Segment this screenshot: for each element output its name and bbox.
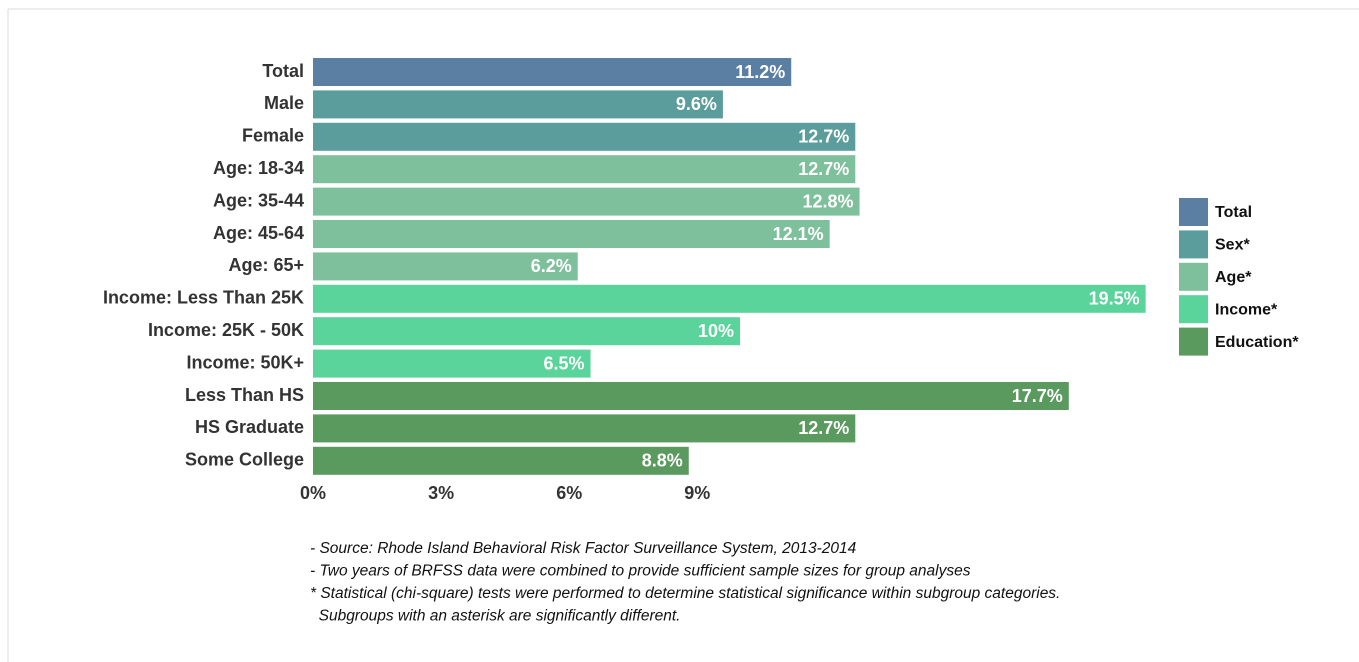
y-tick-label: Age: 45-64 [213,223,304,243]
data-label: 12.1% [773,224,824,244]
y-tick-label: HS Graduate [195,417,304,437]
y-tick-label: Some College [185,450,304,470]
legend-label: Income* [1215,301,1278,318]
note: Subgroups with an asterisk are significa… [310,608,680,625]
y-tick-label: Age: 65+ [228,255,304,275]
legend-label: Total [1215,204,1252,221]
bar [313,446,689,475]
legend-swatch [1179,230,1208,259]
bar [313,414,856,443]
data-label: 8.8% [642,451,683,471]
legend-swatch [1179,198,1208,226]
y-tick-label: Less Than HS [185,385,304,405]
note: - Two years of BRFSS data were combined … [310,563,971,580]
y-tick-label: Female [242,126,304,146]
data-label: 17.7% [1012,386,1063,406]
bar [313,252,578,281]
legend-swatch [1179,295,1208,324]
note: - Source: Rhode Island Behavioral Risk F… [310,540,857,557]
data-label: 10% [698,321,734,341]
legend-swatch [1179,262,1208,291]
bar [313,382,1069,410]
bar [313,90,723,119]
x-tick-label: 0% [300,483,326,503]
data-label: 12.7% [798,127,849,147]
y-tick-label: Age: 35-44 [213,190,304,210]
bar [313,122,856,151]
x-tick-label: 3% [428,483,454,503]
y-tick-label: Income: Less Than 25K [103,288,304,308]
y-tick-label: Male [264,93,304,113]
bar [313,155,856,184]
data-label: 6.2% [531,256,572,276]
y-tick-label: Income: 50K+ [186,352,304,372]
legend-label: Age* [1215,269,1252,286]
bar [313,284,1146,313]
note: * Statistical (chi-square) tests were pe… [310,585,1060,602]
bar [313,317,740,346]
bar [313,58,792,86]
data-label: 9.6% [676,94,717,114]
bar [313,187,860,216]
legend-swatch [1179,327,1208,356]
data-label: 12.8% [803,191,854,211]
y-tick-label: Income: 25K - 50K [148,320,304,340]
bar [313,349,591,378]
bar [313,220,830,248]
y-tick-label: Age: 18-34 [213,158,304,178]
x-tick-label: 9% [684,483,710,503]
data-label: 12.7% [798,159,849,179]
data-label: 19.5% [1089,289,1140,309]
x-tick-label: 6% [556,483,582,503]
y-tick-label: Total [262,61,304,81]
legend-label: Sex* [1215,237,1250,254]
data-label: 6.5% [544,353,585,373]
legend-label: Education* [1215,334,1299,351]
data-label: 12.7% [798,418,849,438]
data-label: 11.2% [735,62,785,82]
